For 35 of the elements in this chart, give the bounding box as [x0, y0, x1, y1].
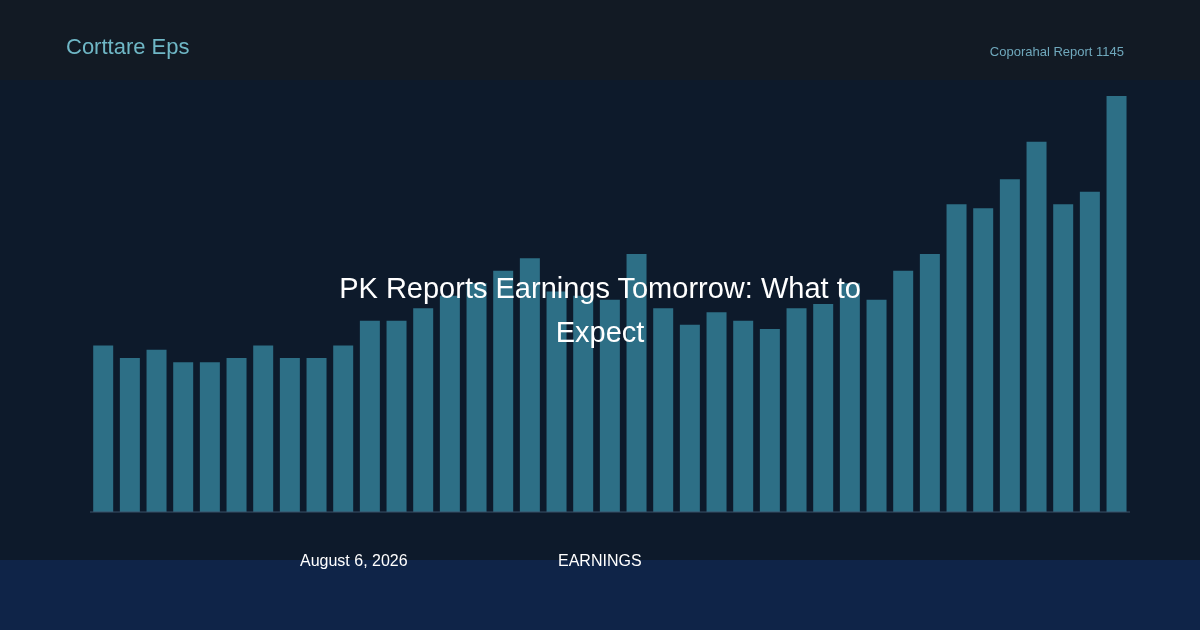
bar	[226, 358, 247, 512]
bar	[199, 362, 220, 512]
bar	[653, 308, 674, 512]
bar	[786, 308, 807, 512]
bar	[919, 254, 940, 512]
bar	[706, 312, 727, 512]
bar	[93, 345, 114, 512]
bar	[146, 349, 167, 512]
bar	[973, 208, 994, 512]
bar	[1079, 191, 1100, 512]
bar	[333, 345, 354, 512]
bar	[866, 299, 887, 512]
text: August 6, 2026	[300, 552, 408, 570]
bar	[279, 358, 300, 512]
bar	[813, 304, 834, 512]
bar	[999, 179, 1020, 512]
chart-subtitle: Corttare Eps	[66, 34, 190, 60]
bar	[306, 358, 327, 512]
text: PK Reports Earnings Tomorrow: What to Expect	[338, 271, 862, 350]
bar	[1026, 141, 1047, 512]
bar	[359, 320, 380, 512]
bar	[893, 270, 914, 512]
bar	[1106, 96, 1127, 512]
bar	[413, 308, 434, 512]
bar	[759, 328, 780, 512]
text: EARNINGS	[558, 552, 642, 570]
text: Coporahal Report 1145	[989, 44, 1124, 59]
bar	[173, 362, 194, 512]
bar	[946, 204, 967, 512]
bar	[1053, 204, 1074, 512]
bar	[386, 320, 407, 512]
bar	[679, 324, 700, 512]
bar	[253, 345, 274, 512]
bar	[733, 320, 754, 512]
bar	[119, 358, 140, 512]
